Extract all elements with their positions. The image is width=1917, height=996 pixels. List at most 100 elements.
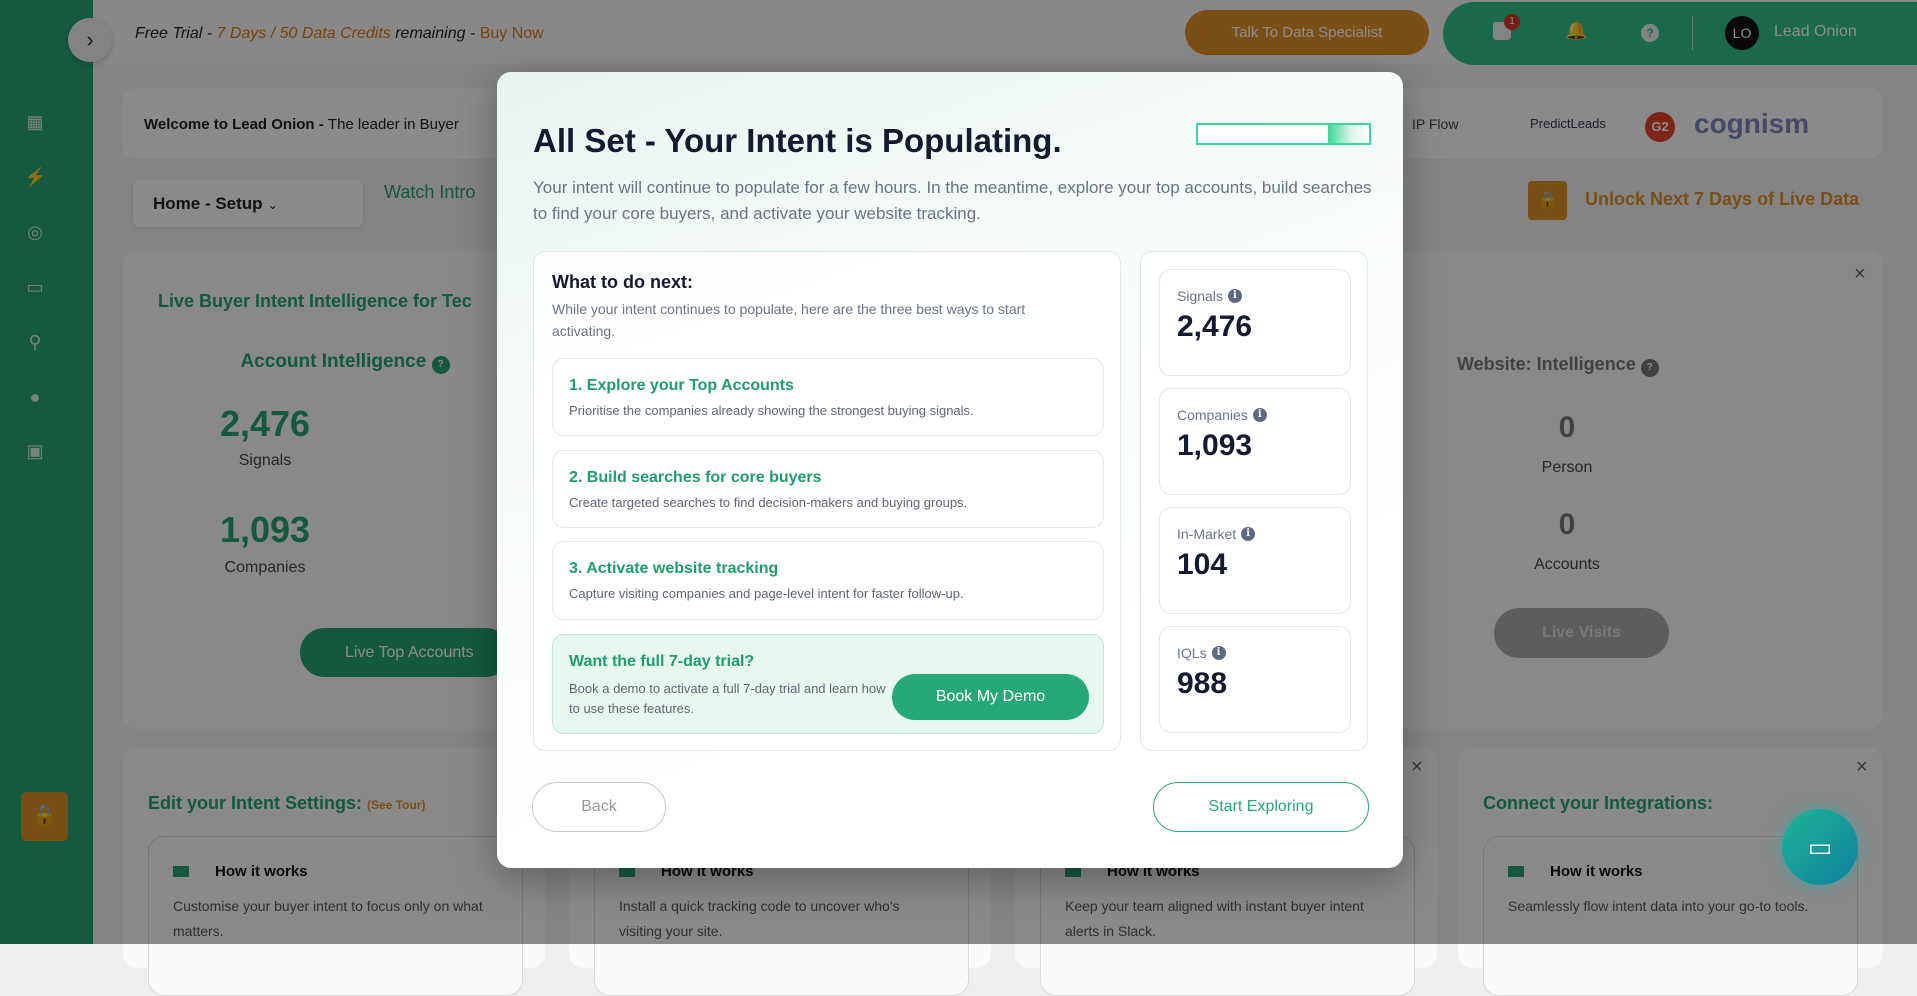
person-value: 0 (1558, 411, 1576, 444)
trial-banner: Free Trial - 7 Days / 50 Data Credits re… (135, 25, 544, 43)
dashboard-icon[interactable]: ▦ (26, 112, 44, 132)
modal-title: All Set - Your Intent is Populating. (533, 122, 1062, 159)
close-icon[interactable]: × (1856, 756, 1868, 778)
info-icon[interactable]: i (1252, 408, 1267, 422)
website-title: Website: Intelligence ? (1457, 354, 1677, 377)
step-desc: Prioritise the companies already showing… (569, 403, 974, 418)
how-text: Customise your buyer intent to focus onl… (173, 898, 483, 939)
account-intelligence: Account Intelligence ? (240, 351, 455, 374)
next-steps-panel: What to do next: While your intent conti… (533, 251, 1121, 751)
chevron-down-icon: ⌄ (267, 197, 279, 212)
step-build-searches[interactable]: 2. Build searches for core buyers Create … (552, 450, 1104, 528)
stat-value: 988 (1177, 667, 1228, 700)
close-icon[interactable]: × (1854, 263, 1866, 285)
talk-to-specialist-button[interactable]: Talk To Data Specialist (1185, 10, 1429, 55)
how-text: Keep your team aligned with instant buye… (1065, 898, 1364, 939)
close-icon[interactable]: × (1411, 756, 1423, 778)
trial-callout: Want the full 7-day trial? Book a demo t… (552, 634, 1104, 734)
step-desc: Capture visiting companies and page-leve… (569, 586, 964, 601)
avatar[interactable]: LO (1725, 16, 1759, 50)
window-icon[interactable]: ▭ (26, 277, 44, 297)
watch-intro-link[interactable]: Watch Intro (384, 182, 476, 202)
info-icon[interactable]: i (1241, 527, 1256, 541)
user-name[interactable]: Lead Onion (1774, 23, 1857, 40)
see-tour-link[interactable]: (See Tour) (367, 798, 426, 812)
how-label: How it works (215, 863, 308, 880)
step-website-tracking[interactable]: 3. Activate website tracking Capture visi… (552, 541, 1104, 620)
page-dropdown[interactable]: Home - Setup ⌄ (133, 180, 363, 227)
info-icon[interactable]: i (1211, 646, 1226, 660)
step-desc: Create targeted searches to find decisio… (569, 495, 968, 510)
account-title-text: Account Intelligence (240, 351, 427, 372)
step-title: 1. Explore your Top Accounts (569, 377, 794, 394)
intent-populating-modal: All Set - Your Intent is Populating. You… (497, 72, 1403, 868)
book-demo-button[interactable]: Book My Demo (892, 674, 1089, 720)
progress-shimmer (1328, 125, 1368, 143)
stat-iqls: IQLs i 988 (1159, 626, 1351, 733)
buy-now-link[interactable]: Buy Now (479, 25, 544, 42)
info-icon[interactable]: i (1227, 289, 1242, 303)
live-visits-button[interactable]: Live Visits (1494, 608, 1669, 658)
trial-highlight: 7 Days / 50 Data Credits (216, 25, 391, 42)
stat-label: Signals (1177, 288, 1223, 304)
user-icon[interactable]: ● (29, 387, 41, 407)
help-icon[interactable]: ? (1640, 359, 1659, 377)
next-title: What to do next: (552, 272, 693, 292)
logo-ipflow: IP Flow (1412, 116, 1459, 132)
chat-button[interactable]: ▭ (1782, 809, 1858, 885)
dropdown-label: Home - Setup (153, 194, 263, 213)
contacts-icon[interactable]: ▣ (26, 441, 44, 461)
sidebar: ▦ ⚡ ◎ ▭ ⚲ ● ▣ 🔒 (0, 0, 93, 944)
populating-progress-bar (1196, 123, 1371, 145)
lock-button[interactable]: 🔒 (21, 792, 68, 841)
stat-label: Companies (1177, 407, 1248, 423)
person-label: Person (1541, 459, 1593, 476)
website-title-text: Website: Intelligence (1457, 354, 1636, 374)
envelope-icon (173, 866, 189, 877)
companies-value: 1,093 (219, 509, 311, 550)
step-explore-top-accounts[interactable]: 1. Explore your Top Accounts Prioritise t… (552, 358, 1104, 436)
chat-icon: ▭ (1807, 832, 1833, 862)
help-icon[interactable]: ? (1641, 24, 1659, 42)
lightning-icon[interactable]: ⚡ (24, 167, 47, 187)
card-title: Connect your Integrations: (1483, 793, 1714, 813)
stat-in-market: In-Market i 104 (1159, 507, 1351, 614)
trial-desc: Book a demo to activate a full 7-day tri… (569, 681, 886, 716)
trial-mid: remaining - (390, 25, 480, 42)
how-label: How it works (1550, 863, 1643, 880)
account-title: Account Intelligence ? (235, 351, 455, 374)
stat-value: 2,476 (1177, 310, 1253, 343)
divider (1692, 16, 1693, 50)
lock-icon: 🔒 (1528, 181, 1567, 220)
card-title-text: Edit your Intent Settings: (148, 793, 362, 813)
modal-subtitle: Your intent will continue to populate fo… (533, 178, 1372, 223)
bell-icon[interactable]: 🔔 (1565, 20, 1588, 40)
unlock-link[interactable]: Unlock Next 7 Days of Live Data (1585, 189, 1860, 209)
welcome-tagline: The leader in Buyer (327, 116, 459, 133)
user-bar: 1 🔔 ? LO Lead Onion (1443, 2, 1917, 65)
card-title: Edit your Intent Settings: (See Tour) (148, 793, 425, 814)
stat-companies: Companies i 1,093 (1159, 388, 1351, 495)
search-icon[interactable]: ⚲ (28, 332, 42, 352)
expand-sidebar-button[interactable]: › (68, 18, 112, 62)
live-top-accounts-button[interactable]: Live Top Accounts (300, 628, 510, 677)
trial-prefix: Free Trial - (135, 25, 217, 42)
target-icon[interactable]: ◎ (27, 222, 43, 242)
how-text: Seamlessly flow intent data into your go… (1508, 898, 1809, 914)
start-exploring-button[interactable]: Start Exploring (1153, 782, 1369, 832)
envelope-icon (1065, 866, 1081, 877)
stat-value: 1,093 (1177, 429, 1253, 462)
stat-signals: Signals i 2,476 (1159, 269, 1351, 376)
next-desc: While your intent continues to populate,… (552, 301, 1026, 339)
stats-panel: Signals i 2,476 Companies i 1,093 In-Market i… (1140, 251, 1368, 751)
companies-label: Companies (224, 559, 306, 576)
envelope-icon (619, 866, 635, 877)
welcome-bold: Welcome to Lead Onion - (144, 116, 328, 133)
accounts-label: Accounts (1534, 556, 1600, 573)
help-icon[interactable]: ? (431, 356, 450, 374)
back-button[interactable]: Back (532, 782, 666, 832)
how-text: Install a quick tracking code to uncover… (619, 898, 900, 939)
welcome-text: Welcome to Lead Onion - The leader in Bu… (144, 116, 459, 133)
signals-label: Signals (238, 452, 292, 469)
step-title: 3. Activate website tracking (569, 560, 779, 577)
